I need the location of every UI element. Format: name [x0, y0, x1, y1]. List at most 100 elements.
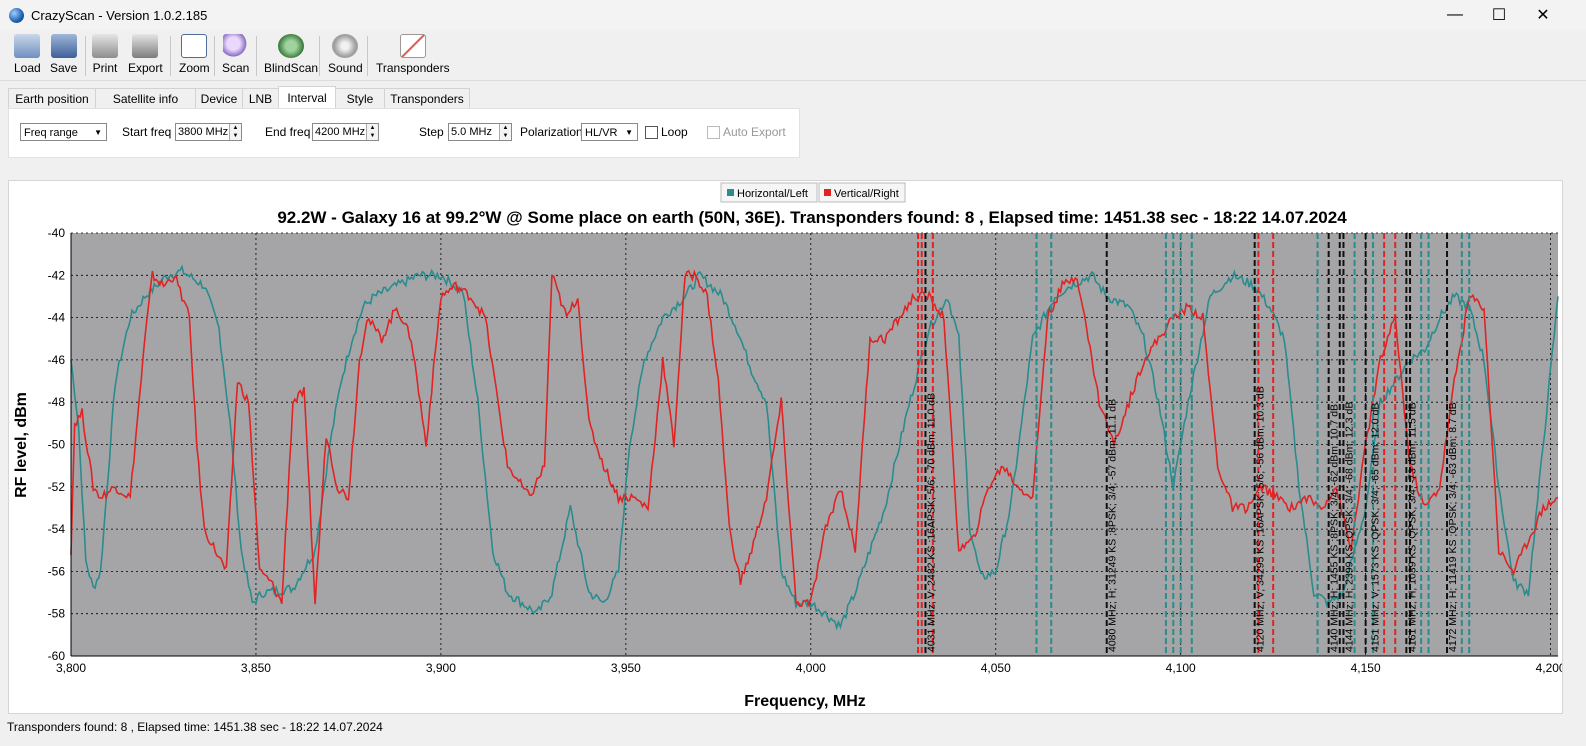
transponder-chart-icon	[399, 34, 426, 58]
end-freq-label: End freq	[265, 125, 311, 139]
series-line-vertical	[70, 269, 1559, 609]
x-tick-label: 3,800	[56, 661, 86, 675]
y-tick-label: -52	[48, 480, 66, 494]
folder-open-icon	[14, 34, 41, 58]
transponder-annotation: 4080 MHz; H; 31249 KS ;8PSK; 3/4; -57 dB…	[1107, 399, 1119, 652]
floppy-disk-icon	[50, 34, 77, 58]
transponder-annotation: 4151 MHz; V; 1573 KS ;QPSK; 3/4; -65 dBm…	[1369, 403, 1381, 652]
x-tick-label: 4,100	[1166, 661, 1196, 675]
start-freq-input[interactable]: 3800 MHz ▲ ▼	[175, 123, 242, 141]
transponder-annotation: 4120 MHz; V; 34295 KS ;16APSK; 5/6; -56 …	[1255, 386, 1267, 652]
x-axis-ticks: 3,800 3,850 3,900 3,950 4,000 4,050 4,100 4,150…	[56, 661, 1566, 675]
title-bar: CrazyScan - Version 1.0.2.185 — ☐ ✕	[0, 0, 1586, 30]
toolbar-separator	[319, 36, 320, 76]
toolbar: Load Save Print Export Zoom Scan BlindSc…	[0, 30, 1586, 81]
transponder-annotations: 4031 MHz; V; 2482 KS ;16APSK; 5/6; -70 d…	[926, 386, 1460, 652]
y-tick-label: -58	[48, 607, 66, 621]
transponder-annotation: 4172 MHz; H; 11419 KS ;QPSK; 3/4; -63 dB…	[1447, 402, 1459, 652]
zoom-button[interactable]: Zoom	[179, 34, 210, 78]
auto-export-label: Auto Export	[723, 125, 786, 139]
load-button[interactable]: Load	[14, 34, 41, 78]
step-input[interactable]: 5.0 MHz ▲ ▼	[448, 123, 512, 141]
legend-swatch-vertical	[824, 189, 831, 196]
export-printer-icon	[132, 34, 159, 58]
legend-label-horizontal: Horizontal/Left	[737, 188, 808, 200]
export-button[interactable]: Export	[128, 34, 163, 78]
tab-transponders[interactable]: Transponders	[384, 88, 470, 108]
chevron-down-icon: ▼	[625, 128, 633, 137]
window-title: CrazyScan - Version 1.0.2.185	[31, 8, 208, 23]
x-tick-label: 4,050	[981, 661, 1011, 675]
y-tick-label: -60	[48, 649, 66, 663]
tab-device[interactable]: Device	[195, 88, 243, 108]
x-tick-label: 4,200	[1536, 661, 1562, 675]
tab-satellite-info[interactable]: Satellite info	[95, 88, 196, 108]
x-tick-label: 3,850	[241, 661, 271, 675]
y-tick-label: -42	[48, 268, 66, 282]
polarization-label: Polarization	[520, 125, 583, 139]
x-tick-label: 3,950	[611, 661, 641, 675]
toolbar-separator	[214, 36, 215, 76]
zoom-chart-icon	[181, 34, 208, 58]
y-tick-label: -50	[48, 438, 66, 452]
start-freq-label: Start freq	[122, 125, 172, 139]
transponder-annotation: 4031 MHz; V; 2482 KS ;16APSK; 5/6; -70 d…	[926, 393, 938, 652]
loop-checkbox[interactable]	[645, 126, 658, 139]
y-axis-label: RF level, dBm	[13, 392, 30, 498]
toolbar-separator	[256, 36, 257, 76]
y-tick-label: -56	[48, 564, 66, 578]
scan-button[interactable]: Scan	[222, 34, 249, 78]
polarization-select[interactable]: HL/VR ▼	[581, 123, 638, 141]
spin-arrows-icon[interactable]: ▲ ▼	[366, 124, 378, 140]
save-button[interactable]: Save	[50, 34, 77, 78]
series-line-horizontal	[70, 264, 1559, 631]
interval-panel: Freq range ▼ Start freq 3800 MHz ▲ ▼ End f…	[8, 108, 800, 158]
sound-button[interactable]: Sound	[328, 34, 363, 78]
transponders-button[interactable]: Transponders	[376, 34, 450, 78]
chevron-down-icon: ▼	[94, 128, 102, 137]
y-tick-label: -46	[48, 353, 66, 367]
transponder-markers	[917, 233, 1471, 656]
chart-title: 92.2W - Galaxy 16 at 99.2°W @ Some place…	[277, 208, 1347, 227]
auto-export-checkbox[interactable]	[707, 126, 720, 139]
range-mode-select[interactable]: Freq range ▼	[20, 123, 107, 141]
blindscan-button[interactable]: BlindScan	[264, 34, 318, 78]
status-text: Transponders found: 8 , Elapsed time: 14…	[7, 720, 383, 734]
print-button[interactable]: Print	[92, 34, 118, 78]
toolbar-separator	[170, 36, 171, 76]
y-tick-label: -48	[48, 395, 66, 409]
maximize-button[interactable]: ☐	[1491, 7, 1507, 24]
y-tick-label: -54	[48, 522, 66, 536]
transponder-annotation: 4144 MHz; H; 2399 KS ;QPSK; 3/4; -68 dBm…	[1344, 402, 1356, 652]
x-axis-label: Frequency, MHz	[744, 693, 866, 710]
y-axis-ticks: -40 -42 -44 -46 -48 -50 -52 -54 -56 -58 -60	[48, 226, 66, 663]
toolbar-separator	[85, 36, 86, 76]
tab-interval[interactable]: Interval	[278, 86, 336, 108]
transponder-annotation: 4140 MHz; H; 1455 KS ;8PSK; 3/4; -62 dBm…	[1329, 404, 1341, 652]
app-globe-icon	[9, 8, 24, 23]
loop-label: Loop	[661, 125, 688, 139]
y-tick-label: -44	[48, 311, 66, 325]
status-bar: Transponders found: 8 , Elapsed time: 14…	[0, 716, 1586, 738]
x-tick-label: 4,000	[796, 661, 826, 675]
y-tick-label: -40	[48, 226, 66, 240]
spectrum-chart-panel: Horizontal/Left Vertical/Right 92.2W - G…	[8, 180, 1566, 714]
legend-label-vertical: Vertical/Right	[834, 188, 899, 200]
tab-style[interactable]: Style	[335, 88, 385, 108]
printer-icon	[92, 34, 118, 58]
tab-lnb[interactable]: LNB	[242, 88, 279, 108]
close-button[interactable]: ✕	[1536, 7, 1550, 24]
satellite-dish-icon	[278, 34, 305, 58]
spin-arrows-icon[interactable]: ▲ ▼	[229, 124, 241, 140]
x-tick-label: 4,150	[1351, 661, 1381, 675]
spectrum-chart[interactable]: Horizontal/Left Vertical/Right 92.2W - G…	[9, 181, 1566, 713]
end-freq-input[interactable]: 4200 MHz ▲ ▼	[312, 123, 379, 141]
spin-arrows-icon[interactable]: ▲ ▼	[499, 124, 511, 140]
legend-box-vertical	[818, 182, 906, 203]
x-tick-label: 3,900	[426, 661, 456, 675]
tab-earth-position[interactable]: Earth position	[8, 88, 96, 108]
step-label: Step	[419, 125, 444, 139]
legend: Horizontal/Left Vertical/Right	[720, 182, 906, 203]
minimize-button[interactable]: —	[1447, 6, 1463, 23]
series-lines	[70, 264, 1559, 631]
